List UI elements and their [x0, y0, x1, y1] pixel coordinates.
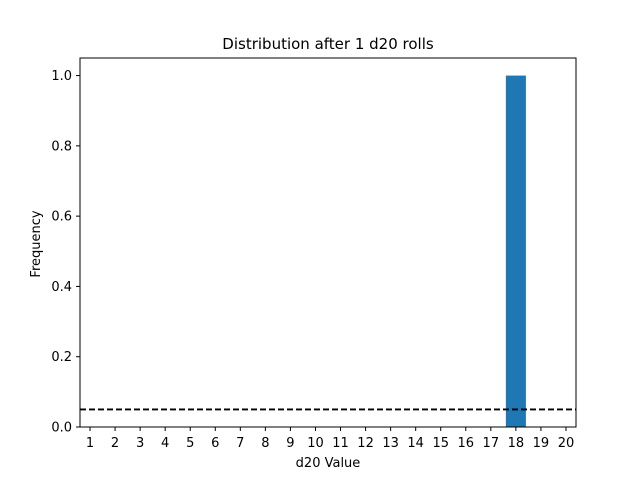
y-tick-label-1.0: 1.0 — [51, 69, 72, 84]
x-tick-label-5: 5 — [186, 436, 194, 451]
x-tick-label-20: 20 — [558, 436, 575, 451]
plot-area: 1 2 3 4 5 6 7 8 9 10 11 12 13 14 15 16 17 18 19 200.00.20.4… — [51, 57, 577, 451]
y-tick-label-0.6: 0.6 — [51, 210, 72, 225]
y-tick-label-0.0: 0.0 — [51, 421, 72, 436]
x-tick-label-1: 1 — [86, 436, 94, 451]
x-tick-label-19: 19 — [533, 436, 550, 451]
x-tick-label-17: 17 — [483, 436, 500, 451]
x-tick-label-16: 16 — [458, 436, 475, 451]
y-tick-label-0.4: 0.4 — [51, 280, 72, 295]
x-tick-label-8: 8 — [261, 436, 269, 451]
x-tick-label-6: 6 — [211, 436, 219, 451]
x-tick-label-2: 2 — [111, 436, 119, 451]
x-tick-label-15: 15 — [432, 436, 449, 451]
x-tick-label-9: 9 — [286, 436, 294, 451]
x-tick-label-4: 4 — [161, 436, 169, 451]
x-tick-label-10: 10 — [307, 436, 324, 451]
x-axis-label: d20 Value — [296, 456, 361, 471]
x-tick-label-11: 11 — [332, 436, 349, 451]
y-axis-label: Frequency — [29, 210, 44, 277]
x-tick-label-14: 14 — [407, 436, 424, 451]
x-tick-label-3: 3 — [136, 436, 144, 451]
x-tick-label-13: 13 — [382, 436, 399, 451]
x-tick-label-18: 18 — [508, 436, 525, 451]
bar-18 — [505, 75, 526, 428]
axes-frame — [79, 57, 577, 428]
x-tick-label-12: 12 — [357, 436, 374, 451]
x-tick-label-7: 7 — [236, 436, 244, 451]
chart-title: Distribution after 1 d20 rolls — [222, 35, 434, 53]
y-tick-label-0.2: 0.2 — [51, 350, 72, 365]
y-tick-label-0.8: 0.8 — [51, 139, 72, 154]
